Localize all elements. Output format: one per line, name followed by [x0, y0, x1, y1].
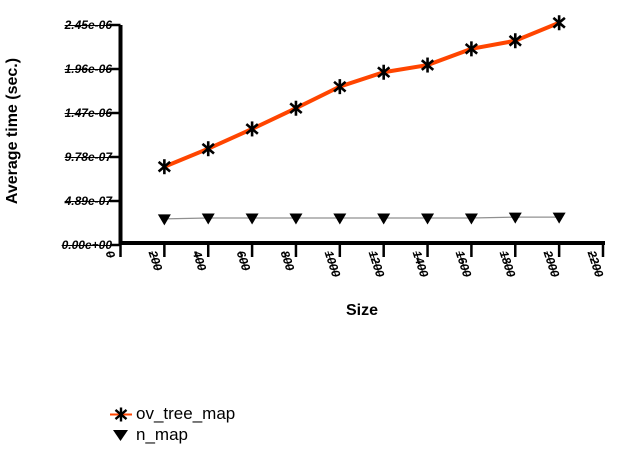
marker-asterisk — [289, 102, 303, 115]
marker-asterisk — [157, 160, 171, 173]
marker-asterisk — [245, 123, 259, 135]
marker-asterisk — [377, 66, 391, 79]
y-tick-label: 2.45e-06 — [64, 18, 112, 32]
x-axis-title: Size — [345, 302, 378, 319]
asterisk-marker-icon — [110, 407, 132, 421]
triangle-down-marker-icon — [113, 429, 128, 441]
marker-triangle-down — [464, 213, 478, 225]
marker-triangle-down — [377, 213, 391, 225]
y-tick-label: 4.89e-07 — [64, 194, 112, 208]
marker-triangle-down — [245, 213, 259, 225]
marker-triangle-down — [157, 214, 171, 226]
legend: ov_tree_map n_map — [110, 403, 235, 445]
legend-label-ov-tree-map: ov_tree_map — [136, 403, 236, 423]
marker-asterisk — [333, 80, 347, 93]
y-tick-label: 1.96e-06 — [64, 62, 112, 76]
y-tick-label: 9.78e-07 — [64, 150, 112, 164]
marker-triangle-down — [552, 212, 566, 224]
marker-triangle-down — [333, 213, 347, 225]
marker-asterisk — [552, 16, 566, 29]
axis-lines — [118, 25, 605, 245]
marker-triangle-down — [421, 213, 435, 225]
marker-asterisk — [201, 142, 215, 155]
legend-item-n-map: n_map — [110, 424, 235, 445]
marker-triangle-down — [289, 213, 303, 225]
legend-label-n-map: n_map — [136, 424, 188, 444]
marker-triangle-down — [201, 213, 215, 225]
plot-area — [110, 15, 605, 257]
y-tick-label: 0.00e+00 — [61, 238, 112, 252]
series-line-ov_tree_map — [163, 20, 560, 169]
marker-asterisk — [464, 43, 478, 55]
series-line-n_map — [164, 216, 560, 220]
marker-asterisk — [420, 59, 435, 71]
marker-asterisk — [508, 34, 522, 47]
y-tick-label: 1.47e-06 — [64, 106, 112, 120]
legend-item-ov-tree-map: ov_tree_map — [110, 403, 235, 424]
marker-triangle-down — [508, 212, 522, 224]
